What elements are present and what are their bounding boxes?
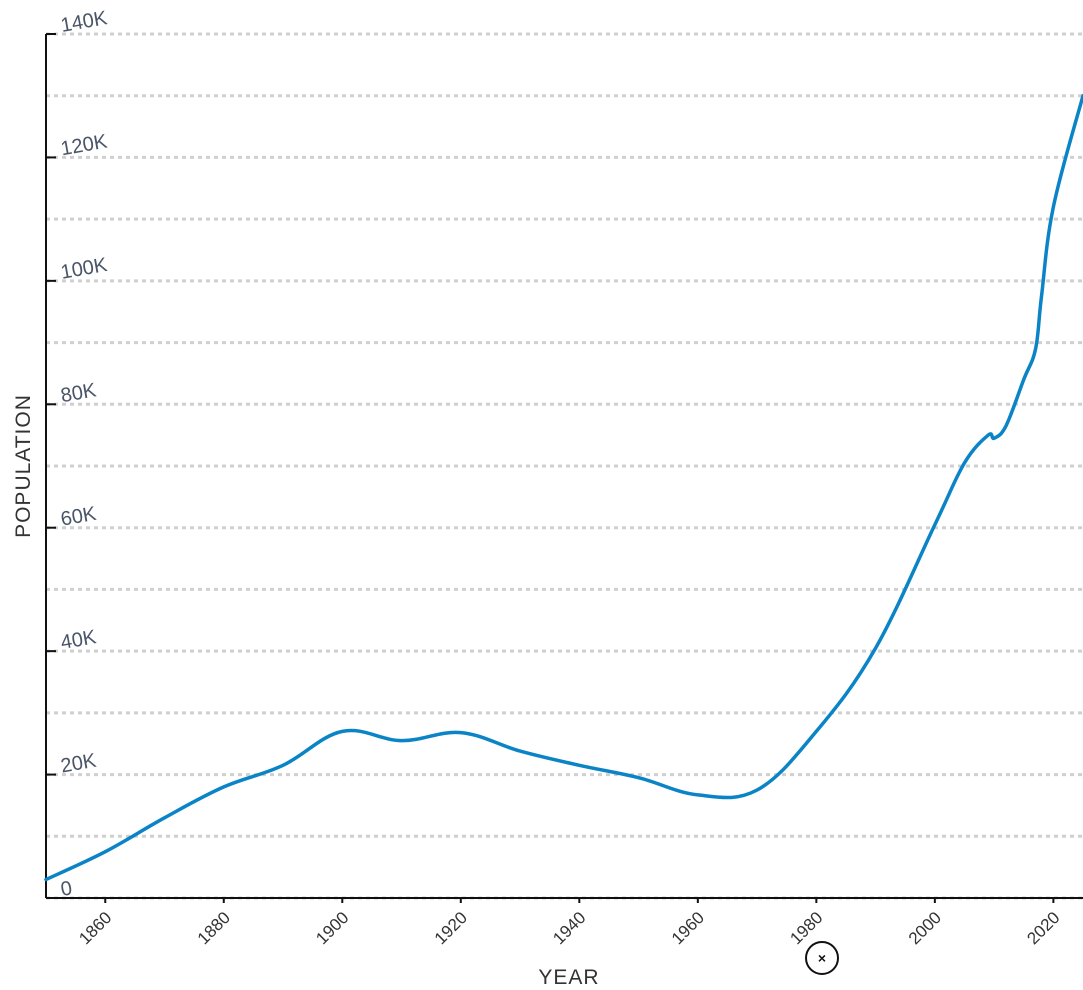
- x-tick-label: 2020: [1023, 908, 1063, 948]
- y-tick-label: 100K: [59, 254, 109, 284]
- y-tick-label: 0: [59, 877, 74, 901]
- y-tick-label: 20K: [59, 750, 99, 778]
- x-tick-label: 1940: [549, 908, 589, 948]
- grid-lines: [46, 32, 1083, 900]
- x-axis-title: YEAR: [538, 966, 599, 989]
- x-tick-label: 1920: [431, 908, 471, 948]
- y-tick-label: 120K: [59, 130, 109, 160]
- y-tick-label: 60K: [59, 503, 99, 531]
- y-axis: 0 20K 40K 60K 80K 100K 120K 140K: [45, 7, 110, 901]
- y-axis-title: POPULATION: [12, 394, 35, 538]
- y-tick-label: 140K: [59, 7, 109, 37]
- clear-circle: [805, 941, 839, 975]
- clear-selection-button[interactable]: ×: [805, 941, 839, 975]
- population-series-line[interactable]: [44, 93, 1083, 882]
- x-tick-label: 2000: [905, 908, 945, 948]
- x-axis: 1860 1880 1900 1920 1940 1960 1980 2000 2020: [46, 897, 1083, 948]
- y-tick-label: 40K: [59, 626, 99, 654]
- x-tick-label: 1860: [75, 908, 115, 948]
- y-tick-label: 80K: [59, 379, 99, 407]
- series-group: [44, 93, 1083, 882]
- close-icon: ×: [818, 950, 826, 966]
- x-tick-label: 1880: [194, 908, 234, 948]
- x-tick-label: 1900: [312, 908, 352, 948]
- x-tick-label: 1960: [668, 908, 708, 948]
